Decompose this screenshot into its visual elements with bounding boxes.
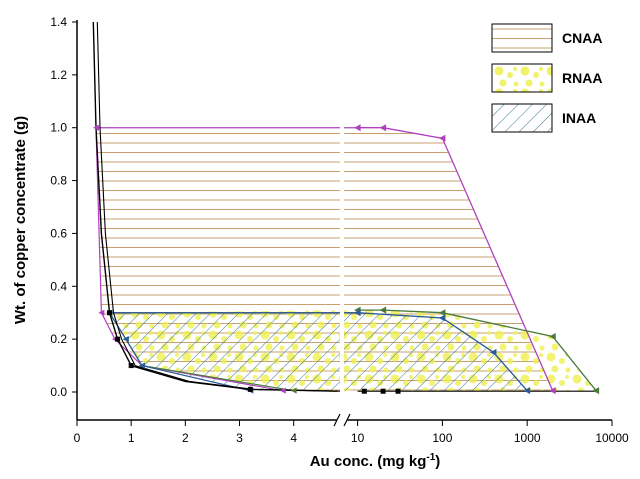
y-tick-label: 0.4 bbox=[50, 279, 67, 293]
x-axis-label-end: ) bbox=[435, 453, 440, 470]
curve-marker bbox=[247, 386, 253, 392]
y-tick-label: 1.4 bbox=[50, 15, 67, 29]
high-limit-marker-rnaa bbox=[549, 333, 556, 340]
x-tick-label: 3 bbox=[236, 431, 243, 445]
y-tick-label: 0.0 bbox=[50, 385, 67, 399]
axes bbox=[76, 20, 612, 427]
legend-swatch-cnaa bbox=[491, 23, 553, 53]
legend-label-cnaa: CNAA bbox=[562, 30, 602, 46]
x-tick-label: 1 bbox=[128, 431, 135, 445]
x-axis-label-main: Au conc. (mg kg bbox=[310, 453, 427, 470]
legend-label-rnaa: RNAA bbox=[562, 70, 602, 86]
area-inaa bbox=[109, 312, 528, 391]
axis-break-marks bbox=[333, 413, 351, 427]
high-limit-marker-cnaa bbox=[379, 124, 387, 132]
curve-marker bbox=[395, 388, 401, 394]
x-ticks: 0 1 2 3 4 10 100 1000 10000 bbox=[74, 420, 629, 445]
legend-swatch-rnaa bbox=[491, 63, 553, 93]
high-limit-line-cnaa bbox=[357, 127, 554, 391]
high-limit-marker-rnaa bbox=[438, 309, 446, 317]
high-limit-marker-rnaa bbox=[592, 387, 600, 395]
legend-label-inaa: INAA bbox=[562, 110, 596, 126]
high-limit-marker-inaa bbox=[438, 314, 446, 322]
high-limit-marker-inaa bbox=[354, 309, 361, 317]
y-ticks: 0.0 0.2 0.4 0.6 0.8 1.0 1.2 1.4 bbox=[50, 15, 77, 399]
high-limit-line-inaa bbox=[357, 312, 528, 392]
x-tick-label: 0 bbox=[74, 431, 81, 445]
curve-line bbox=[96, 21, 342, 392]
high-limit-marker-inaa bbox=[523, 387, 531, 395]
line-layer bbox=[92, 21, 597, 392]
x-tick-label: 2 bbox=[182, 431, 189, 445]
x-axis-label-sup: -1 bbox=[426, 452, 435, 463]
high-limit-marker-cnaa bbox=[549, 387, 556, 395]
area-layer bbox=[96, 127, 597, 391]
curve-marker bbox=[128, 363, 134, 369]
high-limit-marker-cnaa bbox=[354, 124, 361, 132]
high-limit-marker-rnaa bbox=[379, 306, 387, 314]
y-tick-label: 0.8 bbox=[50, 174, 67, 188]
x-tick-label: 10 bbox=[351, 431, 365, 445]
curve-marker bbox=[361, 388, 367, 394]
curve-marker bbox=[107, 310, 112, 316]
x-tick-label: 1000 bbox=[514, 431, 541, 445]
x-tick-label: 100 bbox=[432, 431, 452, 445]
y-tick-label: 0.6 bbox=[50, 226, 67, 240]
x-tick-label: 10000 bbox=[595, 431, 629, 445]
y-tick-label: 1.2 bbox=[50, 68, 67, 82]
x-tick-label: 4 bbox=[290, 431, 297, 445]
legend: CNAA RNAA INAA bbox=[491, 23, 602, 133]
legend-swatch-inaa bbox=[491, 103, 553, 133]
curve-marker bbox=[115, 336, 121, 342]
y-tick-label: 1.0 bbox=[50, 121, 67, 135]
x-axis-label: Au conc. (mg kg-1) bbox=[310, 452, 441, 470]
curve-marker bbox=[380, 388, 386, 394]
low-limit-marker-cnaa bbox=[279, 387, 286, 394]
y-tick-label: 0.2 bbox=[50, 332, 67, 346]
low-limit-marker-inaa bbox=[139, 362, 145, 369]
low-limit-marker-cnaa bbox=[92, 124, 99, 131]
low-limit-marker-rnaa bbox=[290, 387, 297, 394]
low-limit-marker-inaa bbox=[122, 336, 129, 343]
y-axis-label: Wt. of copper concentrate (g) bbox=[12, 116, 29, 324]
high-limit-marker-inaa bbox=[489, 348, 497, 356]
low-limit-marker-cnaa bbox=[98, 309, 105, 316]
high-limit-marker-cnaa bbox=[438, 134, 446, 142]
marker-layer bbox=[92, 124, 600, 395]
